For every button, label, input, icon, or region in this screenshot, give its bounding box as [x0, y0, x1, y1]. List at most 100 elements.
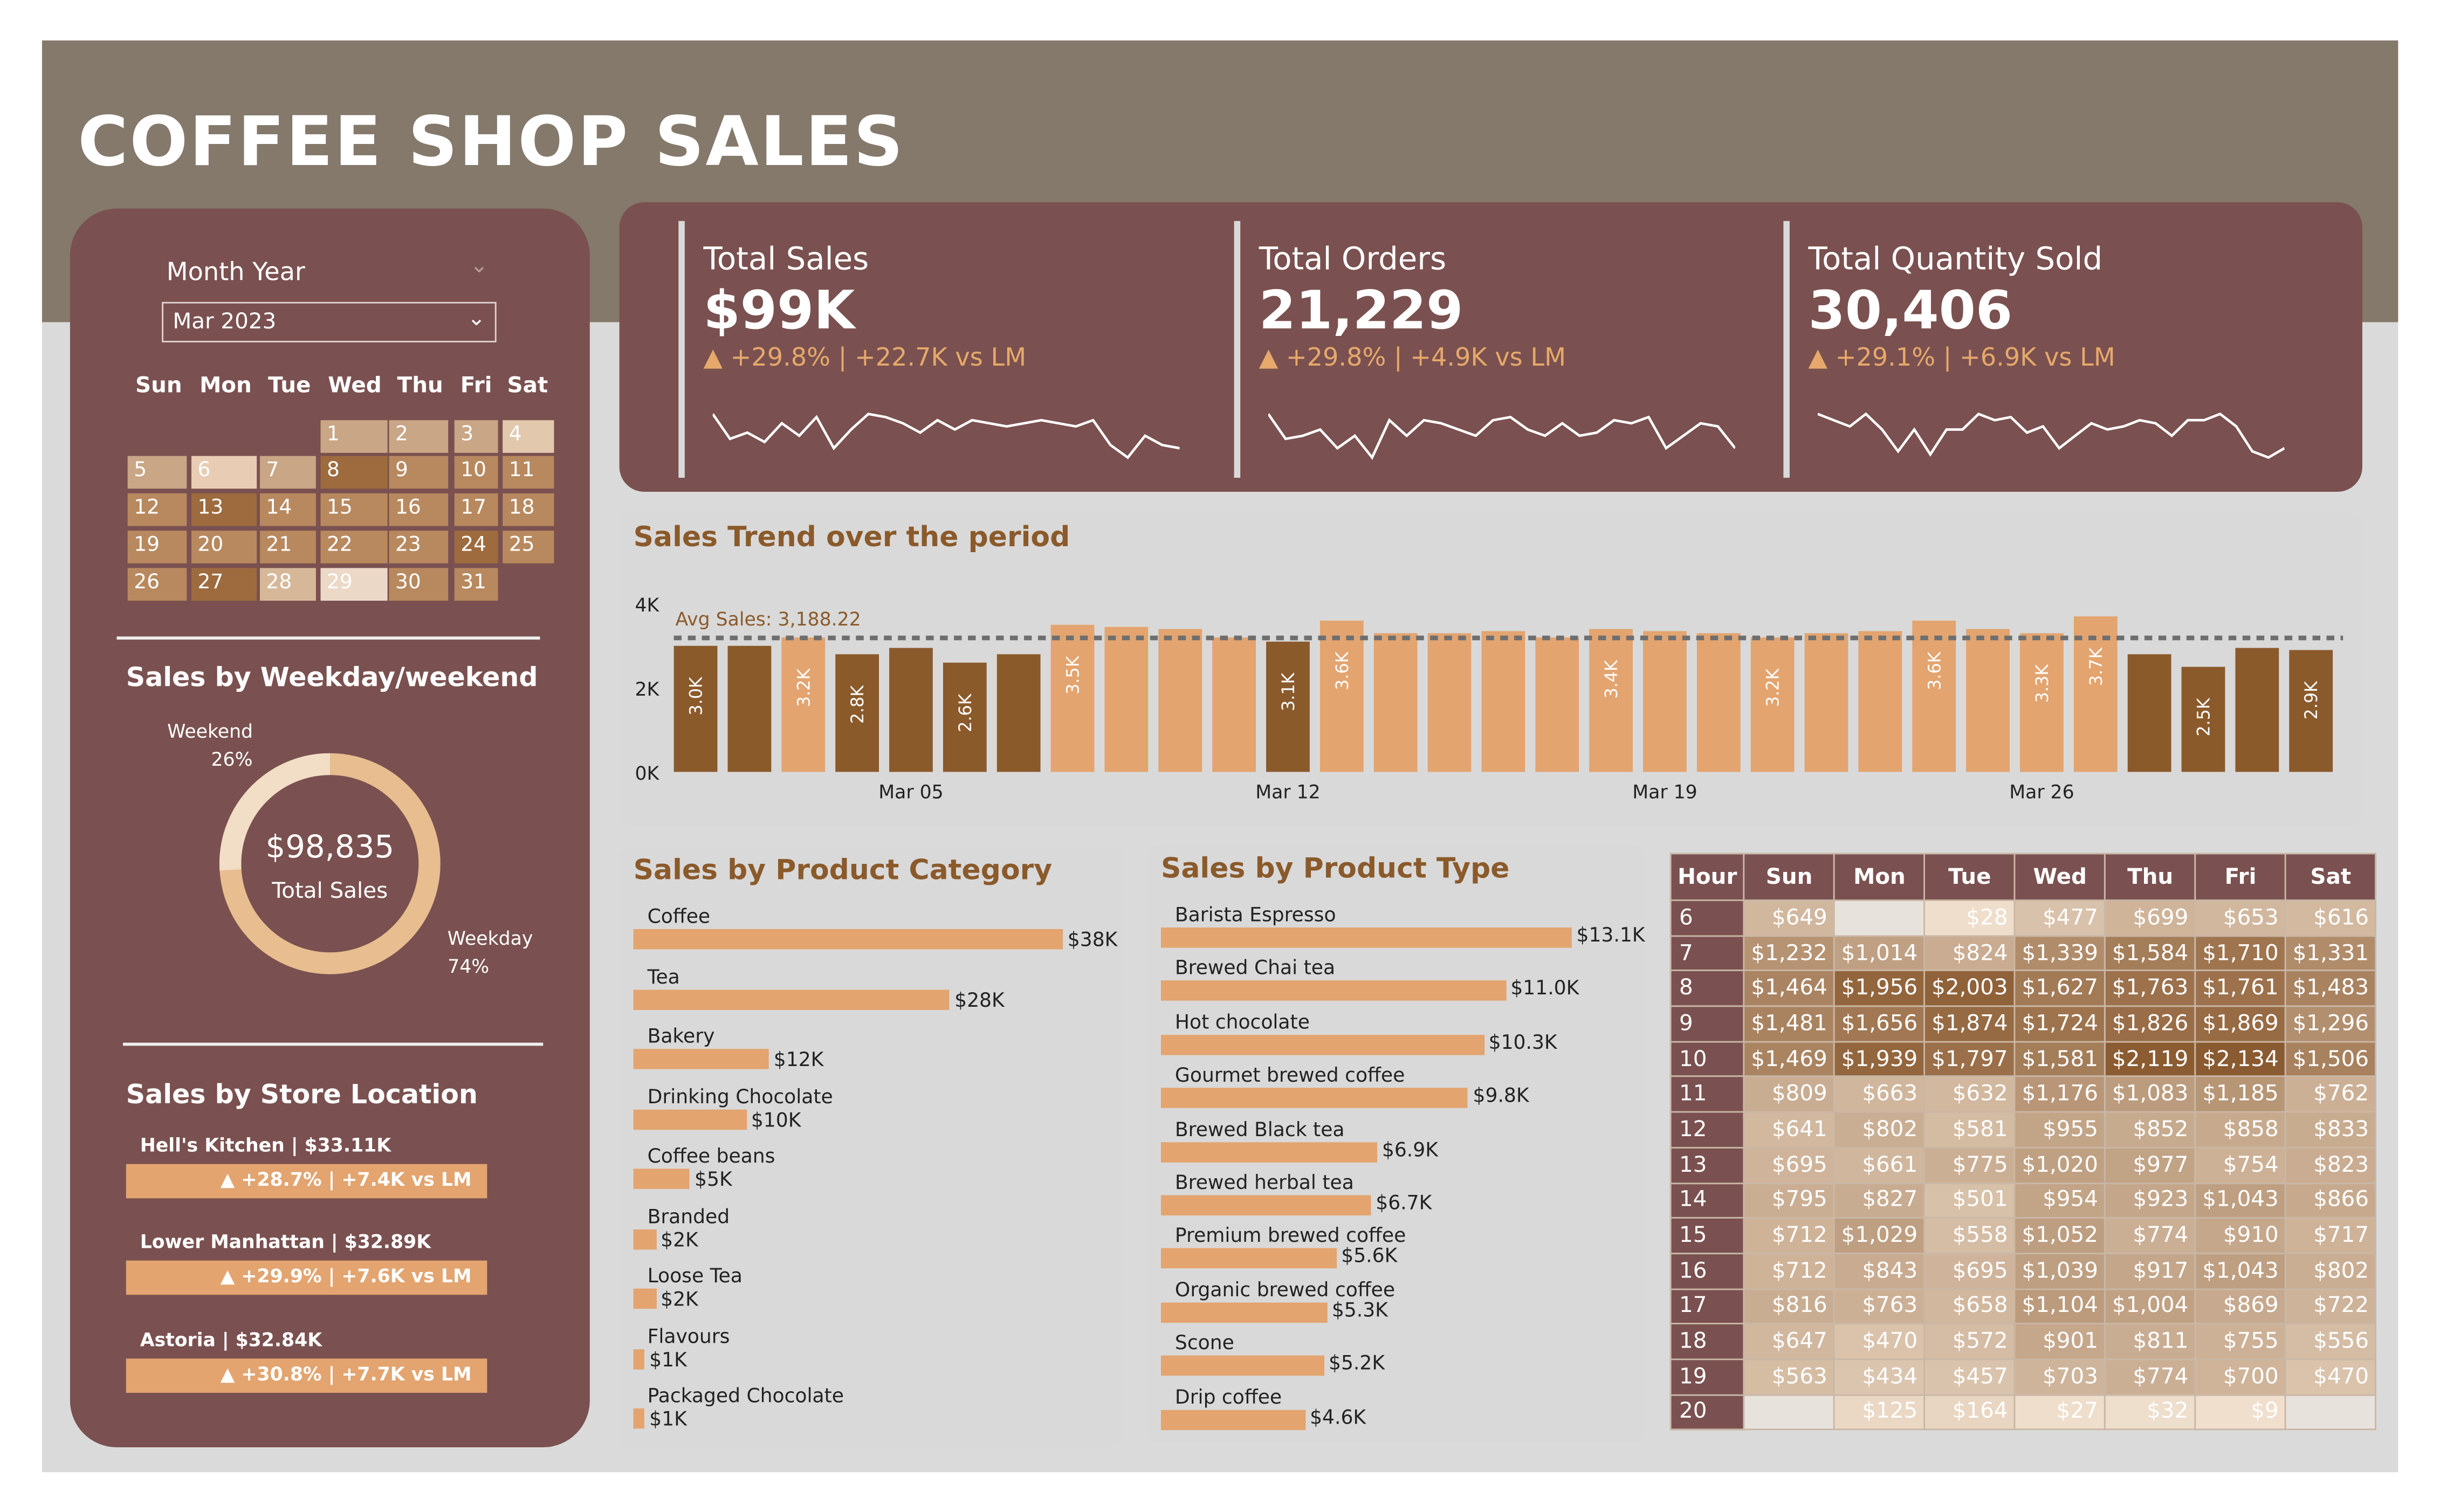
trend-bar	[1750, 637, 1795, 772]
category-value: $13.1K	[1576, 923, 1645, 946]
calendar-day[interactable]: 8	[320, 456, 388, 489]
category-bar[interactable]	[1160, 981, 1506, 1001]
product-category-title: Sales by Product Category	[633, 854, 1053, 888]
heatmap-cell: $1,232	[1743, 934, 1836, 972]
heatmap-hour: 9	[1669, 1005, 1745, 1042]
trend-bar	[1535, 637, 1579, 772]
weekday-label: Weekday	[447, 927, 533, 950]
category-label: Drip coffee	[1174, 1384, 1282, 1408]
dropdown-chevron-icon[interactable]: ⌄	[467, 306, 486, 332]
trend-bar	[943, 662, 987, 772]
product-type-title: Sales by Product Type	[1160, 853, 1510, 886]
category-value: $6.9K	[1381, 1137, 1438, 1160]
calendar-day[interactable]: 10	[454, 456, 498, 489]
category-label: Brewed herbal tea	[1174, 1170, 1354, 1194]
calendar-day[interactable]: 21	[259, 531, 316, 563]
calendar-day[interactable]: 11	[503, 456, 554, 489]
heatmap-cell: $28	[1923, 899, 2016, 937]
month-year-dropdown[interactable]: Mar 2023 ⌄	[162, 301, 497, 342]
category-bar[interactable]	[633, 1408, 645, 1429]
calendar-day[interactable]: 3	[454, 420, 498, 453]
heatmap-cell: $722	[2285, 1288, 2377, 1325]
trend-bar	[2289, 650, 2333, 772]
chevron-down-icon[interactable]: ⌄	[470, 253, 489, 279]
category-bar[interactable]	[1160, 1409, 1305, 1430]
calendar-day[interactable]: 5	[127, 456, 187, 489]
calendar-day[interactable]: 19	[127, 531, 187, 563]
calendar-day[interactable]: 18	[503, 493, 554, 526]
calendar-day[interactable]: 26	[127, 568, 187, 601]
calendar-day[interactable]: 12	[127, 493, 187, 526]
category-bar[interactable]	[633, 1169, 690, 1189]
heatmap-cell: $954	[2014, 1181, 2106, 1219]
heatmap-cell	[1743, 1393, 1836, 1431]
calendar-day[interactable]: 15	[320, 493, 388, 526]
calendar-day[interactable]: 13	[191, 493, 257, 526]
category-bar[interactable]	[1160, 1142, 1378, 1162]
category-bar[interactable]	[633, 989, 950, 1009]
heatmap-cell: $1,710	[2194, 934, 2287, 972]
calendar-day[interactable]: 1	[320, 420, 388, 453]
category-bar[interactable]	[633, 1348, 645, 1369]
calendar-day[interactable]: 28	[259, 568, 316, 601]
calendar-day[interactable]: 9	[389, 456, 449, 489]
calendar-day[interactable]: 23	[389, 531, 449, 563]
calendar-day[interactable]: 6	[191, 456, 257, 489]
calendar-day[interactable]: 22	[320, 531, 388, 563]
heatmap-cell: $1,874	[1923, 1005, 2016, 1042]
category-bar[interactable]	[1160, 1356, 1324, 1376]
heatmap-cell: $663	[1833, 1076, 1926, 1113]
heatmap-cell: $457	[1923, 1358, 2016, 1396]
calendar-day[interactable]: 30	[389, 568, 449, 601]
heatmap-cell: $641	[1743, 1111, 1836, 1149]
category-bar[interactable]	[633, 1288, 656, 1309]
calendar-day[interactable]: 2	[389, 420, 449, 453]
calendar-day[interactable]: 27	[191, 568, 257, 601]
bar-data-label: 3.6K	[1333, 651, 1352, 690]
heatmap-hour: 14	[1669, 1181, 1745, 1219]
category-bar[interactable]	[1160, 1248, 1337, 1269]
heatmap-cell: $869	[2194, 1288, 2287, 1325]
trend-bar	[1050, 624, 1095, 772]
heatmap-cell: $858	[2194, 1111, 2287, 1149]
category-bar[interactable]	[633, 1228, 656, 1249]
category-bar[interactable]	[633, 1049, 769, 1069]
heatmap-cell: $27	[2014, 1393, 2106, 1431]
category-label: Loose Tea	[647, 1263, 743, 1287]
calendar-day[interactable]: 31	[454, 568, 498, 601]
category-bar[interactable]	[1160, 1195, 1371, 1215]
sales-trend-title: Sales Trend over the period	[633, 521, 1070, 554]
category-bar[interactable]	[1160, 1088, 1468, 1109]
heatmap-cell: $802	[1833, 1111, 1926, 1149]
calendar-day[interactable]: 20	[191, 531, 257, 563]
category-label: Bakery	[647, 1023, 715, 1048]
calendar-day[interactable]: 14	[259, 493, 316, 526]
category-bar[interactable]	[1160, 927, 1572, 948]
heatmap-cell: $775	[1923, 1146, 2016, 1184]
calendar-day[interactable]: 17	[454, 493, 498, 526]
category-bar[interactable]	[633, 929, 1063, 950]
category-value: $28K	[954, 987, 1005, 1011]
heatmap-cell: $1,724	[2014, 1005, 2106, 1042]
calendar-day[interactable]: 7	[259, 456, 316, 489]
store-item[interactable]: Astoria | $32.84K ▲ +30.8% | +7.7K vs LM	[126, 1329, 487, 1393]
x-tick: Mar 05	[878, 782, 943, 803]
category-label: Coffee	[647, 904, 711, 928]
calendar-day[interactable]: 16	[389, 493, 449, 526]
heatmap-cell: $1,296	[2285, 1005, 2377, 1042]
heatmap-cell: $477	[2014, 899, 2106, 937]
heatmap-cell: $1,104	[2014, 1288, 2106, 1325]
calendar-day[interactable]: 4	[503, 420, 554, 453]
trend-bar	[727, 645, 772, 772]
calendar-day[interactable]: 24	[454, 531, 498, 563]
donut-weekend-slice[interactable]	[219, 753, 441, 974]
store-item[interactable]: Hell's Kitchen | $33.11K ▲ +28.7% | +7.4K…	[126, 1135, 487, 1199]
category-bar[interactable]	[633, 1109, 747, 1129]
category-bar[interactable]	[1160, 1302, 1328, 1323]
category-label: Gourmet brewed coffee	[1174, 1063, 1405, 1087]
store-item[interactable]: Lower Manhattan | $32.89K ▲ +29.9% | +7.6…	[126, 1231, 487, 1295]
store-change-bar: ▲ +28.7% | +7.4K vs LM	[126, 1164, 487, 1199]
category-bar[interactable]	[1160, 1034, 1484, 1055]
calendar-day[interactable]: 25	[503, 531, 554, 563]
calendar-day[interactable]: 29	[320, 568, 388, 601]
